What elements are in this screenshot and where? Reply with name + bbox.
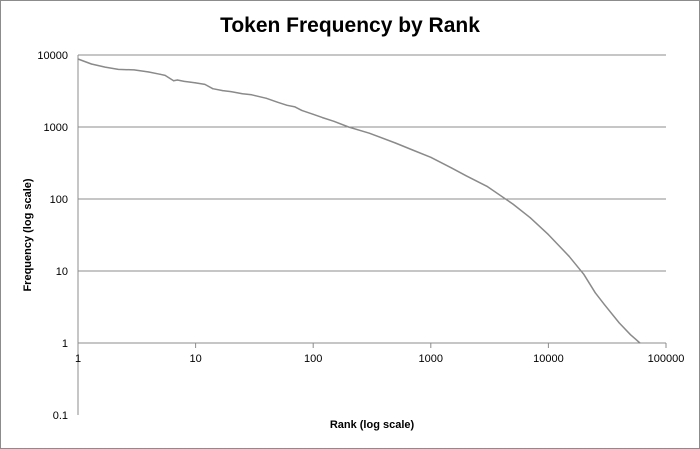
- data-point: [368, 132, 370, 134]
- data-point: [486, 185, 488, 187]
- data-point: [277, 101, 279, 103]
- data-point: [465, 175, 467, 177]
- data-point: [568, 255, 570, 257]
- data-point: [195, 82, 197, 84]
- data-point: [117, 68, 119, 71]
- data-point: [618, 322, 620, 324]
- x-tick-labels: 1 10 100 1000 10000 100000: [75, 353, 684, 365]
- axes: [77, 55, 667, 415]
- data-point: [312, 113, 314, 115]
- y-tick-label: 100: [50, 194, 68, 206]
- y-axis-title: Frequency (log scale): [22, 178, 34, 291]
- data-point: [204, 83, 206, 86]
- y-tick-label: 10000: [37, 50, 68, 62]
- y-tick-labels: 10000 1000 100 10 1 0.1: [37, 50, 68, 422]
- data-point: [241, 93, 243, 95]
- data-point: [301, 109, 303, 112]
- y-tick-label: 10: [56, 266, 68, 278]
- data-point: [294, 106, 296, 108]
- data-point: [286, 104, 288, 106]
- data-point: [90, 63, 92, 65]
- y-tick-label: 1000: [44, 122, 68, 134]
- data-point: [629, 334, 632, 336]
- data-point: [411, 149, 414, 151]
- data-point: [583, 273, 585, 275]
- data-point: [547, 234, 550, 236]
- data-point: [512, 203, 514, 205]
- data-point: [450, 167, 453, 169]
- y-tick-label: 1: [62, 338, 68, 350]
- x-tick-label: 10: [189, 353, 201, 365]
- data-point: [430, 156, 432, 158]
- data-point: [176, 79, 178, 81]
- data-point: [529, 217, 531, 219]
- data-point: [183, 80, 185, 82]
- x-tick-label: 10000: [533, 353, 564, 365]
- data-point: [159, 73, 161, 75]
- x-tick-label: 100000: [648, 353, 685, 365]
- data-point: [172, 80, 175, 82]
- gridlines: [78, 54, 666, 272]
- data-point: [348, 126, 350, 128]
- data-point: [333, 120, 335, 122]
- data-point: [321, 117, 324, 119]
- data-point: [133, 69, 135, 71]
- series-line-0: [77, 58, 641, 344]
- chart-title: Token Frequency by Rank: [220, 14, 480, 37]
- x-tick-label: 1000: [419, 353, 443, 365]
- data-point: [603, 304, 606, 306]
- data-point: [251, 94, 253, 96]
- data-point: [265, 97, 268, 99]
- data-point: [222, 90, 224, 92]
- x-tick-label: 100: [304, 353, 322, 365]
- series: [77, 58, 641, 344]
- data-point: [394, 142, 396, 144]
- data-point: [189, 81, 191, 83]
- data-point: [148, 71, 150, 73]
- data-point: [104, 66, 106, 68]
- data-point: [77, 58, 79, 60]
- y-tick-label: 0.1: [53, 410, 68, 422]
- x-tick-label: 1: [75, 353, 81, 365]
- x-axis-title: Rank (log scale): [330, 419, 415, 431]
- data-point: [639, 342, 641, 344]
- data-point: [212, 88, 214, 90]
- data-point: [594, 292, 596, 294]
- data-point: [230, 91, 232, 93]
- data-point: [164, 74, 166, 77]
